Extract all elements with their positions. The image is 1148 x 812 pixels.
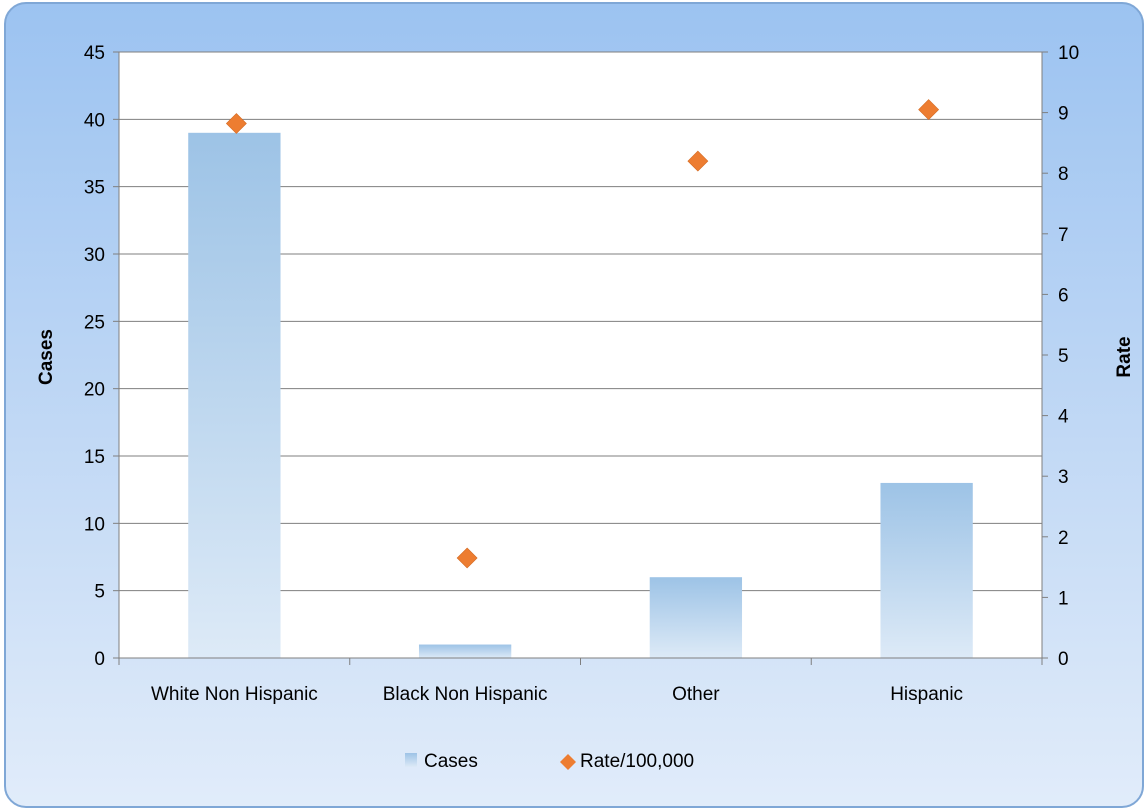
marker-rate — [225, 113, 247, 134]
y-tick-label: 20 — [84, 380, 105, 401]
legend-label-rate: Rate/100,000 — [580, 751, 694, 772]
y-tick-label: 15 — [84, 447, 105, 468]
marker-rate — [687, 150, 709, 172]
y2-tick-label: 10 — [1058, 43, 1079, 64]
y2-tick-label: 1 — [1058, 588, 1069, 609]
marker-rate — [918, 99, 940, 120]
y2-tick-label: 7 — [1058, 225, 1069, 246]
y-tick-label: 40 — [84, 110, 105, 131]
y-tick-label: 35 — [84, 178, 105, 199]
x-tick-label: Other — [672, 684, 720, 705]
y2-tick-label: 0 — [1058, 649, 1069, 670]
bar-cases — [418, 644, 512, 658]
y-tick-label: 5 — [94, 582, 105, 603]
y2-tick-label: 3 — [1058, 467, 1069, 488]
y-tick-label: 10 — [84, 514, 105, 535]
x-tick-label: Black Non Hispanic — [383, 684, 548, 705]
y2-tick-label: 9 — [1058, 104, 1069, 125]
y2-tick-label: 5 — [1058, 346, 1069, 367]
y2-tick-label: 2 — [1058, 528, 1069, 549]
y-tick-label: 30 — [84, 245, 105, 266]
legend-swatch-rate — [560, 754, 576, 770]
bar-cases — [880, 482, 973, 658]
y-axis-title: Cases — [36, 329, 57, 385]
y-tick-label: 25 — [84, 312, 105, 333]
legend-label-cases: Cases — [424, 751, 478, 772]
marker-rate — [456, 547, 478, 569]
x-tick-label: Hispanic — [890, 684, 963, 705]
y-tick-label: 0 — [94, 649, 105, 670]
bar-cases — [188, 132, 281, 659]
y2-tick-label: 6 — [1058, 285, 1069, 306]
legend-swatch-cases — [405, 753, 417, 767]
y-tick-label: 45 — [84, 43, 105, 64]
y2-tick-label: 8 — [1058, 164, 1069, 185]
y2-tick-label: 4 — [1058, 407, 1069, 428]
legend: Cases Rate/100,000 — [405, 751, 694, 772]
x-tick-label: White Non Hispanic — [151, 684, 318, 705]
bar-cases — [649, 577, 743, 658]
y2-axis-title: Rate — [1114, 336, 1135, 377]
